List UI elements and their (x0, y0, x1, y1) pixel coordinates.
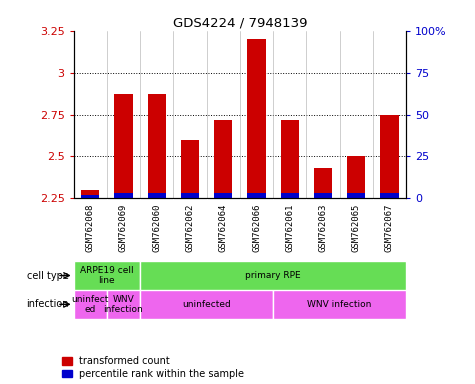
Bar (74, 261, 140, 290)
Text: GSM762060: GSM762060 (152, 203, 161, 252)
Text: primary RPE: primary RPE (245, 271, 301, 280)
Text: GSM762064: GSM762064 (219, 203, 228, 252)
Bar (281, 119, 299, 198)
Text: ARPE19 cell
line: ARPE19 cell line (80, 266, 133, 285)
Bar (273, 290, 406, 319)
Bar (347, 193, 365, 198)
Bar (81, 190, 99, 198)
Bar (247, 39, 266, 198)
Bar (148, 193, 166, 198)
Bar (114, 193, 133, 198)
Text: GSM762068: GSM762068 (86, 203, 95, 252)
Text: GSM762069: GSM762069 (119, 203, 128, 252)
Text: cell type: cell type (27, 270, 69, 281)
Bar (74, 290, 107, 319)
Bar (107, 290, 140, 319)
Bar (214, 193, 232, 198)
Bar (214, 119, 232, 198)
Bar (181, 193, 199, 198)
Bar (314, 193, 332, 198)
Bar (247, 193, 266, 198)
Text: infection: infection (27, 299, 69, 310)
Text: GSM762063: GSM762063 (319, 203, 327, 252)
Text: WNV
infection: WNV infection (104, 295, 143, 314)
Text: GSM762062: GSM762062 (186, 203, 194, 252)
Bar (314, 168, 332, 198)
Text: WNV infection: WNV infection (307, 300, 372, 309)
Text: uninfected: uninfected (182, 300, 231, 309)
Bar (347, 156, 365, 198)
Bar (140, 261, 406, 290)
Bar (81, 195, 99, 198)
Bar (114, 94, 133, 198)
Text: GSM762065: GSM762065 (352, 203, 361, 252)
Bar (140, 290, 273, 319)
Text: GSM762061: GSM762061 (285, 203, 294, 252)
Text: GSM762066: GSM762066 (252, 203, 261, 252)
Legend: transformed count, percentile rank within the sample: transformed count, percentile rank withi… (62, 356, 244, 379)
Text: uninfect
ed: uninfect ed (72, 295, 109, 314)
Text: GSM762067: GSM762067 (385, 203, 394, 252)
Bar (281, 193, 299, 198)
Title: GDS4224 / 7948139: GDS4224 / 7948139 (172, 17, 307, 30)
Bar (181, 140, 199, 198)
Bar (148, 94, 166, 198)
Bar (380, 114, 399, 198)
Bar (380, 193, 399, 198)
